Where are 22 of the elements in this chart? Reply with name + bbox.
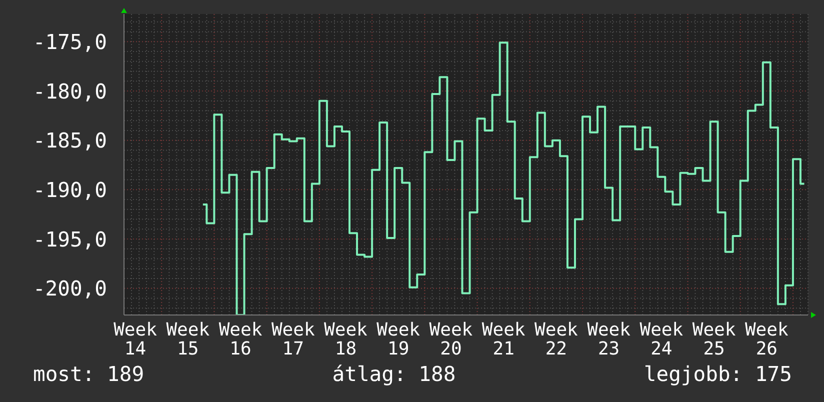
y-tick-label: -200,0: [32, 276, 107, 301]
x-tick-label: Week 16: [218, 319, 262, 360]
x-tick-label: Week 23: [587, 319, 631, 360]
x-tick-label: Week 25: [692, 319, 736, 360]
y-tick-label: -175,0: [32, 30, 107, 54]
text: legjobb: 175: [644, 362, 792, 386]
x-tick-label: Week 24: [640, 319, 684, 360]
x-tick-label: Week 21: [482, 319, 526, 360]
text: most: 189: [33, 362, 144, 386]
x-tick-label: Week 22: [534, 319, 578, 360]
y-tick-label: -185,0: [32, 128, 107, 153]
x-tick-label: Week 14: [114, 319, 158, 360]
x-tick-label: Week 17: [271, 319, 315, 360]
x-tick-label: Week 20: [429, 319, 473, 360]
y-tick-label: -190,0: [32, 178, 107, 202]
text: átlag: 188: [332, 362, 456, 386]
x-tick-label: Week 18: [324, 319, 368, 360]
y-tick-label: -180,0: [32, 79, 107, 104]
x-tick-label: Week 19: [376, 319, 420, 360]
x-tick-label: Week 26: [744, 319, 788, 360]
x-tick-label: Week 15: [166, 319, 210, 360]
y-tick-label: -195,0: [32, 227, 107, 252]
